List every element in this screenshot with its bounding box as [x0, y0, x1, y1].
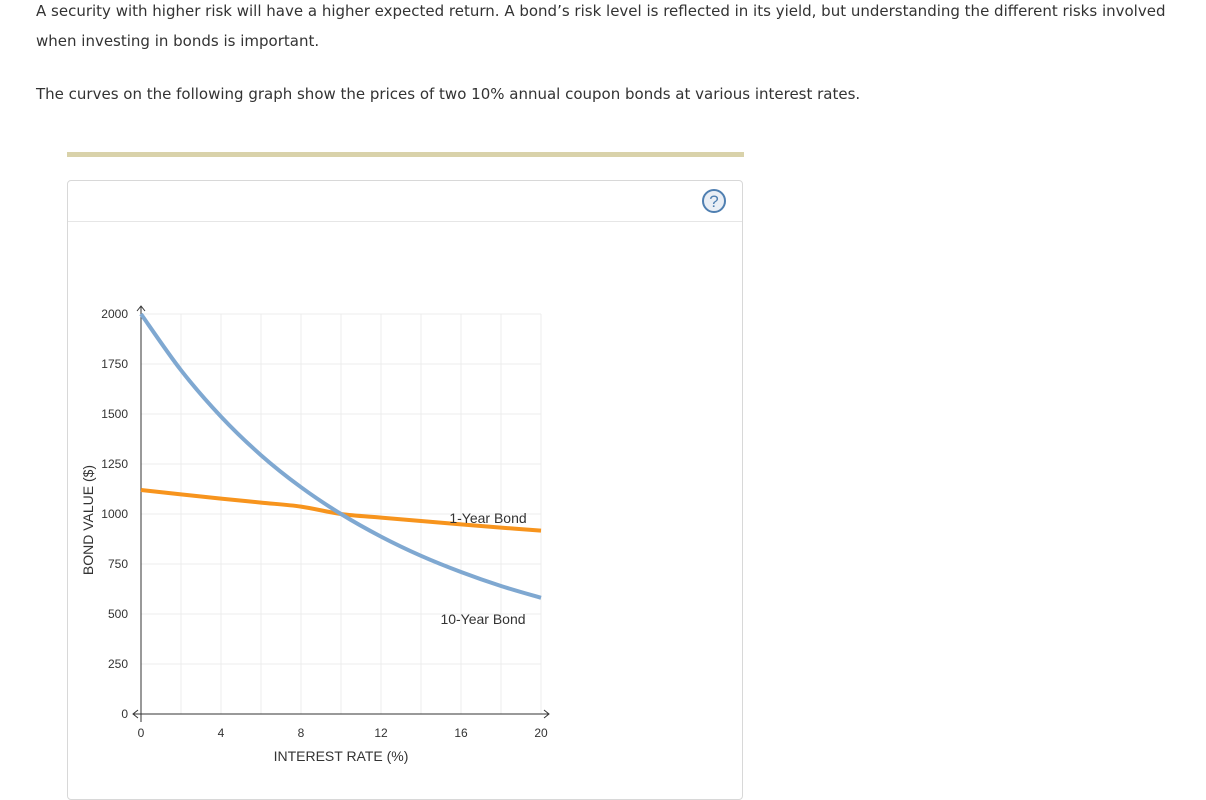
y-tick-label: 1500: [101, 407, 128, 421]
chart-axes: [132, 305, 550, 722]
y-tick-label: 1750: [101, 357, 128, 371]
chart-series: [139, 312, 542, 600]
y-tick-label: 1250: [101, 457, 128, 471]
x-axis-arrow-left: [132, 709, 139, 719]
x-tick-label: 0: [138, 726, 145, 740]
intro-paragraph-1: A security with higher risk will have a …: [36, 2, 1166, 50]
x-tick-label: 20: [534, 726, 548, 740]
series-line-10-year-bond: [139, 312, 542, 600]
bond-value-chart: 0 4 8 12 16 20025050075010001250150017502000 …: [80, 305, 550, 764]
y-axis-title: BOND VALUE ($): [80, 465, 96, 575]
intro-paragraph-2: The curves on the following graph show t…: [36, 85, 861, 103]
y-tick-label: 2000: [101, 307, 128, 321]
section-divider: [67, 152, 744, 157]
x-tick-label: 16: [454, 726, 468, 740]
x-axis-title: INTEREST RATE (%): [274, 748, 409, 764]
x-axis-arrow: [543, 709, 550, 719]
help-icon[interactable]: ?: [702, 189, 726, 213]
y-tick-label: 1000: [101, 507, 128, 521]
chart-ticks: 0 4 8 12 16 20 0 250 500 750 1000 1250 1500 1750 2000: [101, 307, 548, 740]
series-label-10-year-bond: 10-Year Bond: [440, 611, 525, 627]
y-tick-label: 250: [108, 657, 128, 671]
x-tick-label: 12: [374, 726, 388, 740]
graph-panel: ?: [67, 180, 743, 800]
y-tick-label: 0: [121, 707, 128, 721]
x-tick-label: 8: [298, 726, 305, 740]
y-tick-label: 750: [108, 557, 128, 571]
graph-panel-header: ?: [68, 181, 742, 222]
y-axis-arrow: [136, 305, 146, 312]
series-label-1-year-bond: 1-Year Bond: [449, 510, 526, 526]
y-tick-label: 500: [108, 607, 128, 621]
x-tick-label: 4: [218, 726, 225, 740]
